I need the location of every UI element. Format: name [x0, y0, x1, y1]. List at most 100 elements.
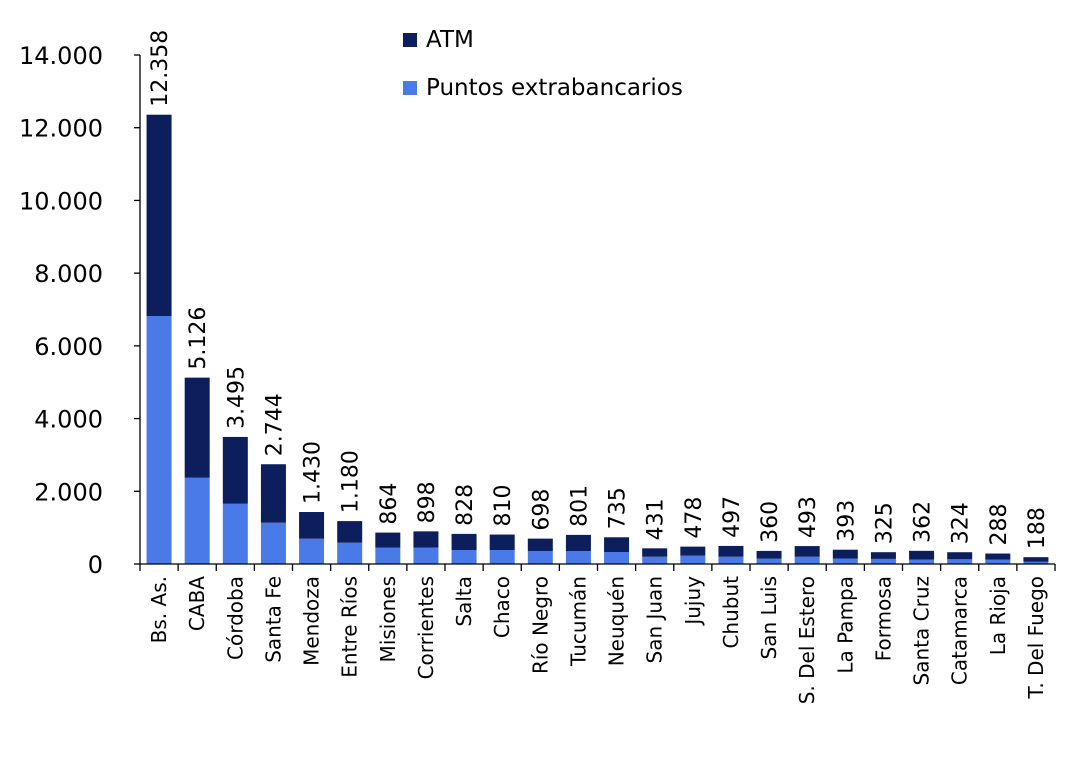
- bar-puntos: [909, 559, 935, 564]
- y-tick-label: 12.000: [19, 115, 103, 143]
- bar-atm: [604, 537, 630, 553]
- bar-puntos: [451, 550, 477, 564]
- y-tick-label: 14.000: [19, 42, 103, 70]
- bar-atm: [947, 552, 973, 560]
- bar-atm: [870, 552, 896, 559]
- x-tick-label: T. Del Fuego: [1024, 576, 1048, 700]
- bar-atm: [756, 550, 782, 559]
- y-tick-label: 4.000: [34, 406, 103, 434]
- bar-atm: [489, 534, 515, 551]
- bar-atm: [909, 550, 935, 560]
- y-axis: 0 2.000 4.000 6.000 8.000 10.000 12.000 14.000: [19, 42, 141, 579]
- data-label: 698: [529, 489, 554, 531]
- bar-atm: [299, 512, 325, 539]
- data-label: 3.495: [224, 366, 249, 429]
- data-label: 362: [911, 501, 936, 543]
- bar-atm: [565, 534, 591, 552]
- bar-puntos: [604, 552, 630, 564]
- bar-atm: [222, 436, 248, 504]
- x-tick-label: Bs. As.: [147, 576, 171, 643]
- y-tick-label: 0: [88, 551, 103, 579]
- bar-puntos: [642, 556, 668, 564]
- bar-puntos: [565, 551, 591, 564]
- bar-atm: [375, 532, 401, 548]
- legend-swatch-puntos: [403, 81, 417, 95]
- bar-puntos: [756, 558, 782, 564]
- x-tick-label: S. Del Estero: [795, 576, 819, 704]
- data-label: 324: [949, 502, 974, 544]
- x-tick-label: Entre Ríos: [338, 576, 362, 678]
- bar-puntos: [1023, 561, 1049, 564]
- x-tick-label: Río Negro: [528, 576, 552, 674]
- data-label: 12.358: [148, 30, 173, 107]
- data-label: 325: [872, 502, 897, 544]
- x-tick-label: Neuquén: [605, 576, 629, 666]
- data-label: 188: [1025, 507, 1050, 549]
- data-label: 393: [834, 500, 859, 542]
- x-tick-label: San Luis: [757, 576, 781, 659]
- bar-puntos: [146, 316, 172, 564]
- bar-atm: [642, 548, 668, 557]
- x-tick-label: Chubut: [719, 576, 743, 649]
- x-tick-label: Tucumán: [566, 576, 590, 667]
- x-tick-label: Mendoza: [300, 576, 324, 666]
- bar-puntos: [794, 556, 820, 564]
- bar-atm: [794, 546, 820, 557]
- y-tick-label: 8.000: [34, 260, 103, 288]
- bar-puntos: [222, 503, 248, 564]
- x-tick-label: Misiones: [376, 576, 400, 662]
- data-label: 864: [377, 483, 402, 525]
- x-tick-label: Jujuy: [681, 576, 705, 627]
- y-tick-label: 6.000: [34, 333, 103, 361]
- bar-puntos: [680, 555, 706, 564]
- bar-puntos: [870, 558, 896, 564]
- bar-puntos: [413, 547, 439, 564]
- legend-label-puntos: Puntos extrabancarios: [426, 75, 683, 101]
- bar-puntos: [299, 538, 325, 564]
- data-label: 810: [491, 485, 516, 527]
- bar-puntos: [947, 559, 973, 564]
- bar-atm: [680, 546, 706, 556]
- legend-label-atm: ATM: [426, 27, 474, 53]
- bar-atm: [260, 464, 286, 523]
- data-label: 801: [567, 485, 592, 527]
- bar-puntos: [832, 558, 858, 564]
- data-label: 431: [644, 498, 669, 540]
- bar-atm: [1023, 557, 1049, 562]
- bar-atm: [451, 533, 477, 551]
- legend: ATM Puntos extrabancarios: [403, 27, 683, 101]
- x-tick-label: Salta: [452, 576, 476, 627]
- y-tick-label: 10.000: [19, 187, 103, 215]
- data-label: 360: [758, 501, 783, 543]
- bar-atm: [184, 377, 210, 478]
- bar-puntos: [718, 556, 744, 564]
- data-label: 898: [415, 481, 440, 523]
- bar-puntos: [527, 551, 553, 564]
- x-tick-label: CABA: [185, 576, 209, 631]
- x-tick-label: Catamarca: [948, 576, 972, 685]
- bar-puntos: [489, 550, 515, 564]
- data-label: 1.180: [339, 450, 364, 513]
- bar-atm: [832, 549, 858, 559]
- data-label: 1.430: [301, 441, 326, 504]
- x-tick-label: Chaco: [490, 576, 514, 638]
- data-label: 828: [453, 484, 478, 526]
- x-tick-label: La Rioja: [986, 576, 1010, 655]
- bar-atm: [718, 545, 744, 557]
- x-tick-label: Santa Fe: [261, 576, 285, 663]
- bar-puntos: [375, 547, 401, 564]
- legend-swatch-atm: [403, 33, 417, 47]
- bar-puntos: [985, 559, 1011, 564]
- bar-puntos: [184, 477, 210, 564]
- x-tick-label: Corrientes: [414, 576, 438, 679]
- bar-atm: [527, 538, 553, 552]
- data-label: 2.744: [262, 393, 287, 456]
- data-label: 5.126: [186, 307, 211, 370]
- x-tick-label: La Pampa: [833, 576, 857, 674]
- bars: 12.358 5.126 3.495 2.744 1.430 1.180 864 898 828…: [146, 30, 1050, 564]
- data-label: 288: [987, 504, 1012, 546]
- bar-atm: [146, 114, 172, 317]
- data-label: 493: [796, 496, 821, 538]
- data-label: 735: [606, 487, 631, 529]
- x-axis: Bs. As. CABA Córdoba Santa Fe Mendoza Entre R…: [139, 563, 1056, 704]
